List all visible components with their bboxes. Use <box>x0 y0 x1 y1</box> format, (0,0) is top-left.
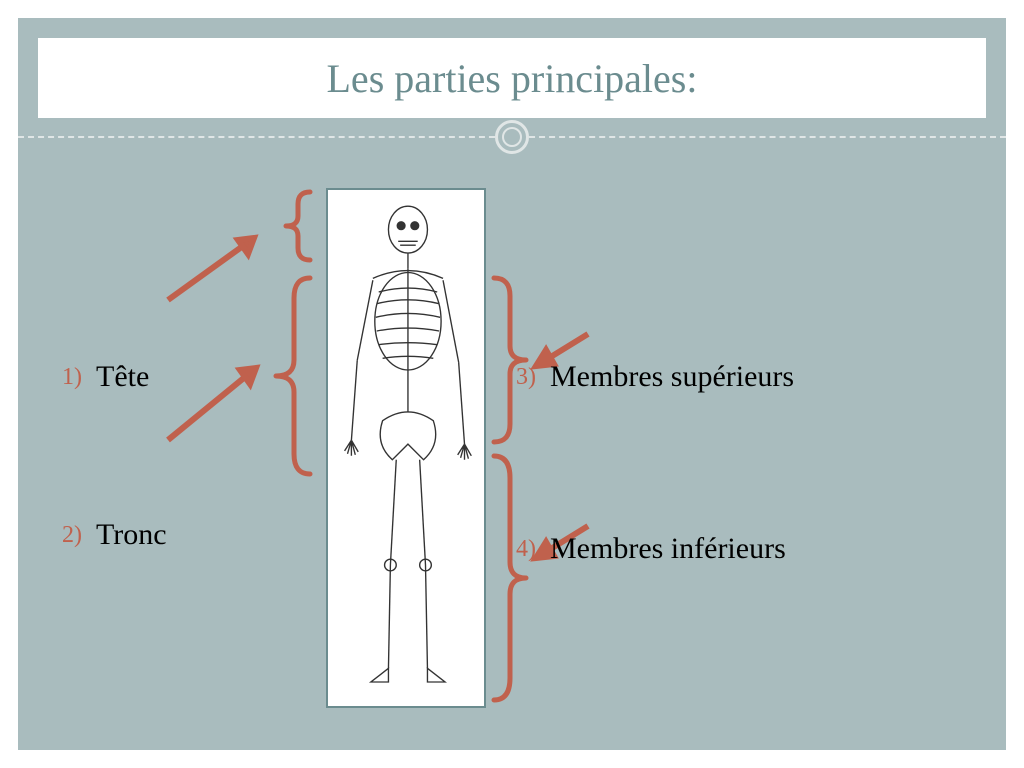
slide-inner: Les parties principales: <box>18 18 1006 750</box>
divider-circle-icon <box>495 120 529 154</box>
list-label-4: Membres inférieurs <box>550 532 786 566</box>
bracket-inf <box>490 452 534 704</box>
title-bar: Les parties principales: <box>38 38 986 118</box>
bracket-tete <box>274 188 314 264</box>
list-item-membres-sup: 3) Membres supérieurs <box>516 360 794 394</box>
list-item-tronc: 2) Tronc <box>62 518 167 552</box>
arrow-to-tronc <box>158 354 278 450</box>
list-num-4: 4) <box>516 536 536 563</box>
skeleton-icon <box>328 190 484 706</box>
skeleton-figure <box>326 188 486 708</box>
list-label-2: Tronc <box>96 518 167 552</box>
list-label-3: Membres supérieurs <box>550 360 794 394</box>
list-num-3: 3) <box>516 364 536 391</box>
list-label-1: Tête <box>96 360 149 394</box>
list-item-tete: 1) Tête <box>62 360 149 394</box>
list-num-2: 2) <box>62 522 82 549</box>
list-item-membres-inf: 4) Membres inférieurs <box>516 532 786 566</box>
arrow-to-tete <box>158 224 278 310</box>
slide-outer: Les parties principales: <box>0 0 1024 768</box>
list-num-1: 1) <box>62 364 82 391</box>
slide-title: Les parties principales: <box>327 55 698 102</box>
